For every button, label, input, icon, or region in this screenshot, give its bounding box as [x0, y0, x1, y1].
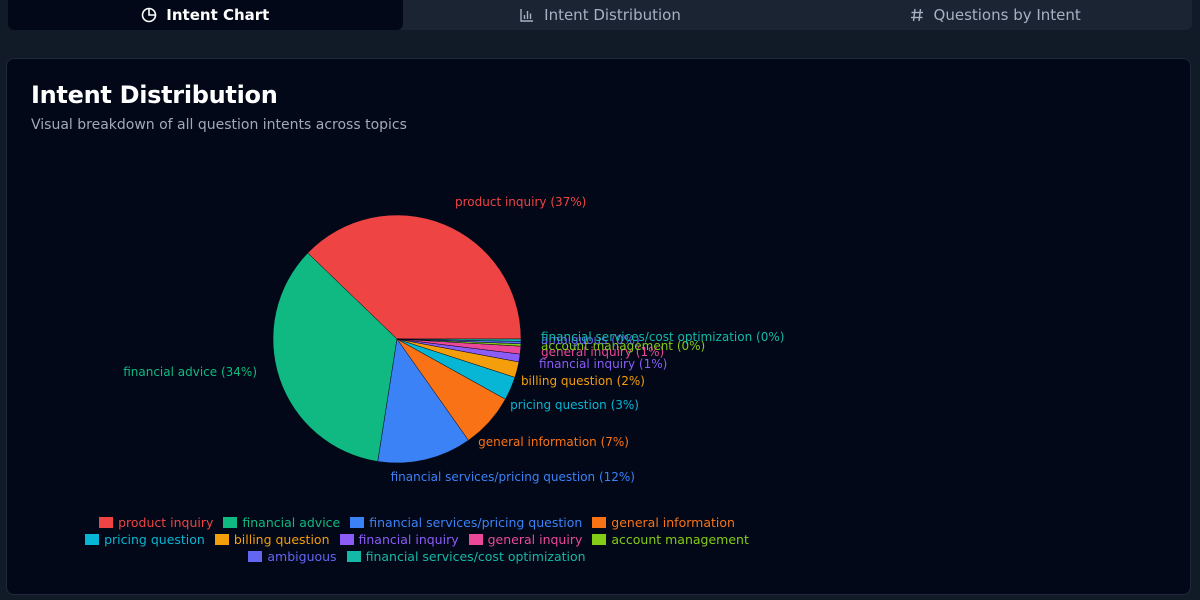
panel-title: Intent Distribution [31, 81, 278, 109]
hash-icon [909, 7, 925, 23]
legend-item[interactable]: financial services/cost optimization [346, 549, 586, 564]
legend-swatch [248, 551, 263, 562]
legend-swatch [214, 534, 229, 545]
slice-label: financial services/cost optimization (0%… [541, 330, 784, 344]
legend-item[interactable]: financial inquiry [339, 532, 459, 547]
bar-chart-icon [519, 7, 535, 23]
legend-item[interactable]: general inquiry [468, 532, 583, 547]
slice-label: general information (7%) [478, 435, 629, 449]
pie-slice[interactable] [377, 338, 469, 464]
tab-label: Intent Distribution [544, 6, 681, 24]
legend-label: general information [611, 515, 735, 530]
legend-label: financial services/cost optimization [365, 549, 586, 564]
legend-swatch [592, 534, 607, 545]
tab-questions-by-intent[interactable]: Questions by Intent [797, 0, 1192, 30]
legend-item[interactable]: general information [592, 515, 735, 530]
legend-label: billing question [233, 532, 330, 547]
tab-label: Questions by Intent [933, 6, 1081, 24]
legend-item[interactable]: pricing question [85, 532, 205, 547]
legend-label: financial inquiry [358, 532, 459, 547]
slice-label: financial advice (34%) [123, 365, 257, 379]
legend-item[interactable]: financial services/pricing question [350, 515, 582, 530]
tab-label: Intent Chart [166, 6, 270, 24]
legend-label: financial advice [242, 515, 341, 530]
legend-label: pricing question [104, 532, 205, 547]
legend-item[interactable]: account management [592, 532, 749, 547]
legend-item[interactable]: billing question [214, 532, 330, 547]
legend-swatch [223, 517, 238, 528]
legend-swatch [592, 517, 607, 528]
legend-label: product inquiry [118, 515, 214, 530]
chart-legend: product inquiry financial advice financial… [37, 515, 797, 564]
pie-slice[interactable] [307, 214, 522, 340]
legend-item[interactable]: product inquiry [99, 515, 213, 530]
pie-slice[interactable] [272, 252, 398, 462]
legend-swatch [346, 551, 361, 562]
panel-subtitle: Visual breakdown of all question intents… [31, 117, 407, 133]
legend-swatch [468, 534, 483, 545]
legend-swatch [350, 517, 365, 528]
legend-label: general inquiry [487, 532, 583, 547]
tab-intent-distribution[interactable]: Intent Distribution [403, 0, 798, 30]
tab-intent-chart[interactable]: Intent Chart [8, 0, 403, 30]
slice-label: financial inquiry (1%) [539, 357, 667, 371]
legend-label: ambiguous [267, 549, 337, 564]
slice-label: general inquiry (1%) [541, 345, 664, 359]
legend-swatch [85, 534, 100, 545]
slice-label: product inquiry (37%) [455, 195, 586, 209]
legend-label: financial services/pricing question [369, 515, 583, 530]
legend-item[interactable]: financial advice [223, 515, 340, 530]
legend-item[interactable]: ambiguous [248, 549, 337, 564]
slice-label: account management (0%) [541, 339, 705, 353]
slice-label: pricing question (3%) [510, 398, 639, 412]
pie-slice[interactable] [396, 338, 522, 342]
pie-chart: product inquiry (37%) financial advice (3… [123, 195, 784, 484]
intent-distribution-card: Intent Distribution Visual breakdown of … [6, 58, 1191, 595]
legend-swatch [339, 534, 354, 545]
slice-label: ambiguous (0%) [541, 333, 640, 347]
pie-chart-icon [141, 7, 157, 23]
slice-label: financial services/pricing question (12%… [391, 470, 635, 484]
tab-bar: Intent Chart Intent Distribution Questio… [8, 0, 1192, 30]
slice-label: billing question (2%) [521, 374, 645, 388]
legend-label: account management [611, 532, 749, 547]
legend-swatch [99, 517, 114, 528]
